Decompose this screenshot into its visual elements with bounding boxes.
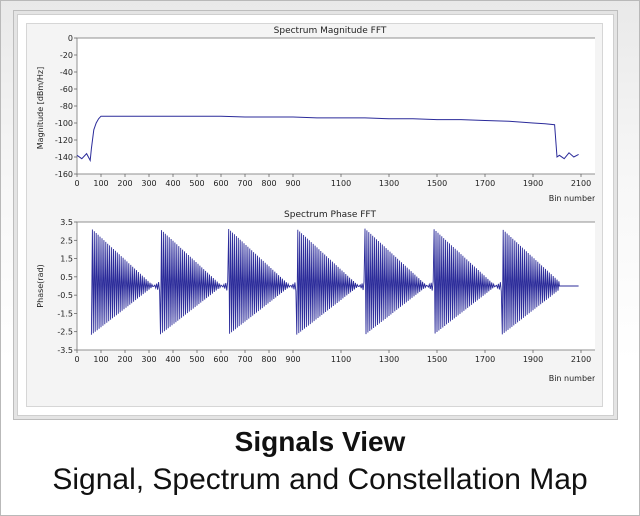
magnitude-plot-area	[76, 37, 606, 175]
phase-series-line	[90, 228, 579, 335]
magnitude-x-tick-label: 800	[261, 179, 276, 188]
caption-subtitle: Signal, Spectrum and Constellation Map	[52, 463, 588, 496]
magnitude-x-tick-label: 300	[141, 179, 156, 188]
phase-x-tick-label: 1700	[475, 355, 495, 364]
phase-x-tick-label: 800	[261, 355, 276, 364]
caption-title: Signals View	[234, 426, 406, 457]
magnitude-y-tick-label: -140	[55, 153, 73, 162]
magnitude-x-tick-label: 900	[285, 179, 300, 188]
magnitude-series-line	[76, 115, 579, 163]
magnitude-x-tick-label: 2100	[571, 179, 591, 188]
magnitude-x-tick-label: 1300	[379, 179, 399, 188]
phase-y-tick-label: 0.5	[60, 273, 73, 282]
phase-y-tick-label: -0.5	[57, 291, 73, 300]
phase-chart-title: Spectrum Phase FFT	[284, 210, 376, 220]
magnitude-chart-title: Spectrum Magnitude FFT	[274, 26, 387, 36]
magnitude-x-tick-label: 1700	[475, 179, 495, 188]
phase-y-tick-label: -3.5	[57, 346, 73, 355]
charts-svg: Spectrum Magnitude FFT Magnitude [dBm/Hz…	[36, 26, 606, 383]
phase-x-tick-label: 1300	[379, 355, 399, 364]
magnitude-y-tick-label: 0	[68, 34, 73, 43]
phase-x-tick-label: 900	[285, 355, 300, 364]
signals-view-panel: Spectrum Magnitude FFT Magnitude [dBm/Hz…	[17, 14, 614, 416]
magnitude-x-tick-label: 500	[189, 179, 204, 188]
phase-y-tick-label: -2.5	[57, 328, 73, 337]
magnitude-x-tick-label: 100	[93, 179, 108, 188]
magnitude-x-tick-label: 200	[117, 179, 132, 188]
phase-y-tick-label: -1.5	[57, 309, 73, 318]
magnitude-y-tick-label: -80	[60, 102, 73, 111]
magnitude-x-tick-label: 1900	[523, 179, 543, 188]
phase-y-axis-label: Phase(rad)	[36, 264, 45, 307]
phase-x-tick-label: 1500	[427, 355, 447, 364]
phase-x-tick-label: 400	[165, 355, 180, 364]
phase-y-tick-label: 1.5	[60, 255, 73, 264]
magnitude-x-axis-label: Bin number	[549, 194, 595, 203]
magnitude-x-tick-label: 600	[213, 179, 228, 188]
phase-x-tick-label: 700	[237, 355, 252, 364]
phase-x-tick-label: 1900	[523, 355, 543, 364]
phase-x-tick-label: 600	[213, 355, 228, 364]
phase-x-tick-label: 500	[189, 355, 204, 364]
phase-x-tick-label: 1100	[331, 355, 351, 364]
magnitude-y-tick-label: -20	[60, 51, 73, 60]
phase-x-tick-label: 0	[74, 355, 79, 364]
magnitude-y-tick-label: -60	[60, 85, 73, 94]
magnitude-y-axis-label: Magnitude [dBm/Hz]	[36, 67, 45, 149]
magnitude-x-tick-label: 400	[165, 179, 180, 188]
magnitude-x-tick-label: 1100	[331, 179, 351, 188]
phase-x-tick-label: 100	[93, 355, 108, 364]
phase-x-tick-label: 2100	[571, 355, 591, 364]
phase-x-tick-label: 200	[117, 355, 132, 364]
phase-y-tick-label: 3.5	[60, 218, 73, 227]
magnitude-y-tick-label: -40	[60, 68, 73, 77]
charts-container: Spectrum Magnitude FFT Magnitude [dBm/Hz…	[26, 23, 606, 407]
magnitude-x-tick-label: 1500	[427, 179, 447, 188]
magnitude-y-tick-label: -160	[55, 170, 73, 179]
magnitude-x-tick-label: 0	[74, 179, 79, 188]
magnitude-x-tick-label: 700	[237, 179, 252, 188]
phase-y-tick-label: 2.5	[60, 236, 73, 245]
phase-x-axis-label: Bin number	[549, 374, 595, 383]
phase-x-tick-label: 300	[141, 355, 156, 364]
magnitude-y-tick-label: -100	[55, 119, 73, 128]
magnitude-y-tick-label: -120	[55, 136, 73, 145]
